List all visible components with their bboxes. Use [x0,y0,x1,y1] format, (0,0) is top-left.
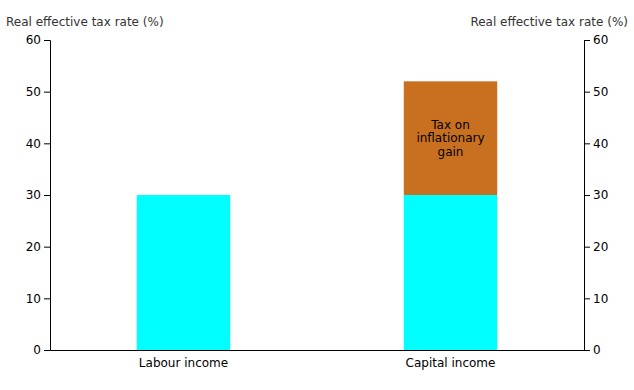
annotation-line: inflationary [416,131,484,145]
tick-mark [44,298,50,299]
tick: 50 [26,85,50,99]
tick-label: 10 [593,292,608,306]
series [137,195,497,350]
tick-label: 40 [26,137,41,151]
tick-label: Capital income [406,356,496,370]
bar [137,195,230,350]
tick-mark [584,247,590,248]
tick: 10 [26,292,50,306]
tick: 20 [26,240,50,254]
tick-label: 50 [26,85,41,99]
annotation: Tax oninflationarygain [416,118,484,160]
tick-label: 40 [593,137,608,151]
annotation-line: gain [438,145,464,159]
tick: 60 [584,33,608,47]
y-axis-label: Real effective tax rate (%) [6,15,164,29]
tick-mark [584,298,590,299]
tick: 30 [584,188,608,202]
tick-label: 60 [593,33,608,47]
y-axis: 0 10 20 30 40 50 60 [26,33,51,357]
tick: Labour income [139,350,228,370]
tick: 20 [584,240,608,254]
tick-label: 30 [26,188,41,202]
tick: 10 [584,292,608,306]
tick: Capital income [406,350,496,370]
tick-mark [584,195,590,196]
tick-mark [44,195,50,196]
axis-line [51,350,585,351]
bars [137,81,497,350]
y2-axis-label: Real effective tax rate (%) [470,15,628,29]
tick-label: 0 [33,343,41,357]
tick-label: Labour income [139,356,228,370]
x-axis: Labour income Capital income [51,350,585,370]
tick-mark [584,40,590,41]
tick-label: 60 [26,33,41,47]
tick: 60 [26,33,50,47]
tick: 30 [26,188,50,202]
tick: 0 [33,343,50,357]
series [404,81,497,195]
tick-mark [584,92,590,93]
tick-mark [44,350,50,351]
axis-line [585,41,591,351]
bar [404,195,497,350]
tick: 40 [26,137,50,151]
tick-mark [44,92,50,93]
tick-label: 10 [26,292,41,306]
tick: 0 [584,343,601,357]
chart: 0 10 20 30 40 50 60 0 10 20 30 40 50 60 Labour income C… [0,0,634,390]
tick: 40 [584,137,608,151]
tick-mark [584,350,590,351]
tick-mark [44,143,50,144]
annotation-line: Tax on [430,118,470,132]
tick-label: 20 [593,240,608,254]
tick-mark [44,40,50,41]
bar [137,195,230,196]
axis-line [44,41,51,351]
tick-mark [44,247,50,248]
tick: 50 [584,85,608,99]
plot: 0 10 20 30 40 50 60 0 10 20 30 40 50 60 Labour income C… [26,33,609,369]
tick-label: 50 [593,85,608,99]
tick-mark [584,143,590,144]
tick-label: 0 [593,343,601,357]
bar [404,81,497,195]
tick-label: 30 [593,188,608,202]
y2-axis: 0 10 20 30 40 50 60 [584,33,608,357]
tick-label: 20 [26,240,41,254]
